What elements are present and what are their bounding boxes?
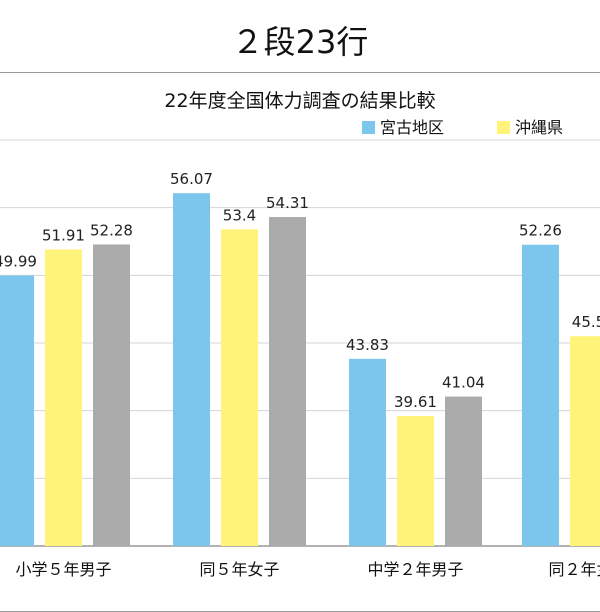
data-label: 54.31 bbox=[266, 194, 309, 212]
data-label: 49.99 bbox=[0, 252, 37, 270]
page-title: ２段23行 bbox=[231, 23, 369, 61]
bar bbox=[397, 415, 434, 546]
data-label: 53.4 bbox=[223, 206, 256, 224]
bar bbox=[0, 275, 34, 546]
legend: 宮古地区 沖縄県 bbox=[362, 118, 563, 137]
category-labels: 小学５年男子 同５年女子 中学２年男子 同２年女子 bbox=[15, 560, 600, 579]
data-label: 45.5 bbox=[572, 313, 600, 331]
category-label: 同５年女子 bbox=[199, 560, 279, 579]
bar bbox=[445, 396, 482, 546]
bar bbox=[522, 244, 559, 547]
chart-title: 22年度全国体力調査の結果比較 bbox=[164, 90, 435, 112]
data-label: 39.61 bbox=[394, 393, 437, 411]
data-label: 43.83 bbox=[346, 336, 389, 354]
data-labels: 49.99 51.91 52.28 56.07 53.4 54.31 43.83 39.61 4… bbox=[0, 170, 600, 411]
bars bbox=[0, 193, 600, 547]
bar bbox=[93, 244, 130, 546]
bar bbox=[45, 249, 82, 546]
data-label: 56.07 bbox=[170, 170, 213, 188]
legend-label: 宮古地区 bbox=[380, 118, 444, 137]
category-label: 小学５年男子 bbox=[15, 560, 111, 579]
bar bbox=[349, 358, 386, 546]
legend-label: 沖縄県 bbox=[515, 118, 563, 137]
legend-swatch bbox=[497, 121, 510, 134]
data-label: 41.04 bbox=[442, 374, 485, 392]
category-label: 中学２年男子 bbox=[367, 560, 463, 579]
data-label: 52.28 bbox=[90, 221, 133, 239]
data-label: 52.26 bbox=[519, 222, 562, 240]
bar bbox=[570, 336, 600, 546]
legend-swatch bbox=[362, 121, 375, 134]
category-label: 同２年女子 bbox=[548, 560, 600, 579]
bar bbox=[221, 229, 258, 546]
bar bbox=[173, 193, 210, 546]
bar bbox=[269, 217, 306, 546]
data-label: 51.91 bbox=[42, 226, 85, 244]
